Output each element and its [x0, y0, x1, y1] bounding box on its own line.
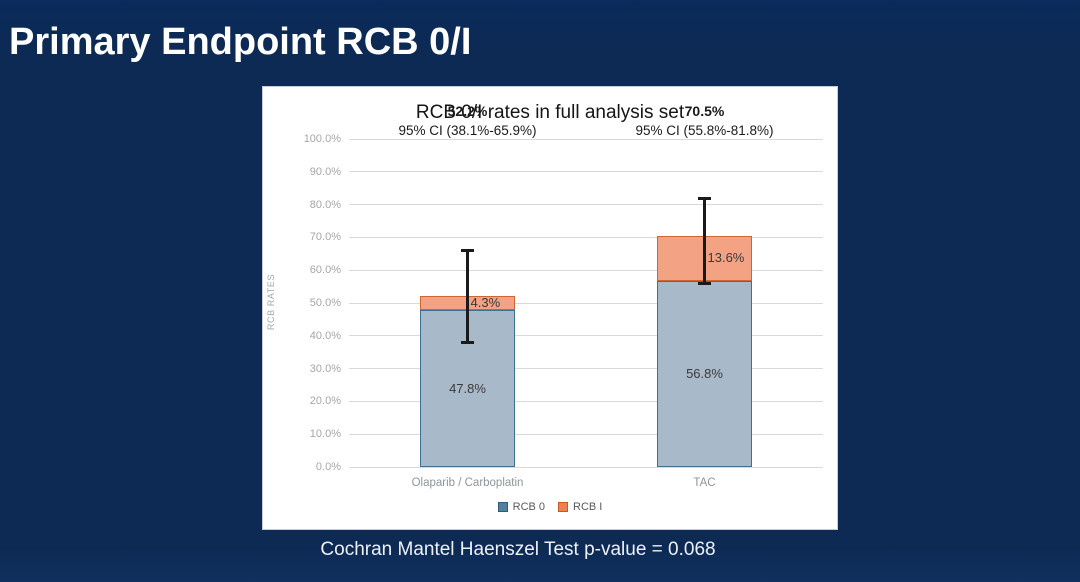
- bar-value-label: 56.8%: [686, 365, 723, 381]
- error-bar-cap: [461, 340, 474, 344]
- gridline: [349, 368, 823, 370]
- bar-value-label: 47.8%: [449, 380, 486, 396]
- x-category-label: TAC: [693, 477, 716, 489]
- legend-swatch: [497, 502, 508, 512]
- gridline: [349, 302, 823, 304]
- legend-swatch: [558, 502, 569, 512]
- slide-title: Primary Endpoint RCB 0/I: [9, 21, 472, 63]
- gridline: [349, 433, 823, 435]
- y-tick-label: 10.0%: [309, 428, 341, 441]
- plot-area: 0.0% 10.0% 20.0% 30.0% 40.0% 50.0% 60.0% 70.0% 8…: [304, 103, 823, 489]
- y-tick-label: 20.0%: [309, 395, 341, 408]
- x-category-label: Olaparib / Carboplatin: [411, 477, 524, 489]
- ci-annotation: 70.5% 95% CI (55.8%-81.8%): [585, 101, 825, 141]
- ci-annotation: 52.2% 95% CI (38.1%-65.9%): [348, 101, 588, 141]
- gridline: [349, 400, 823, 402]
- gridline: [349, 236, 823, 238]
- error-bar: [703, 198, 706, 284]
- legend-item-rcb-i: RCB I: [558, 501, 602, 513]
- bar-value-label: 4.3%: [470, 295, 501, 311]
- y-tick-label: 0.0%: [315, 461, 341, 473]
- confidence-interval-label: 95% CI (38.1%-65.9%): [398, 123, 537, 138]
- error-bar-cap: [461, 249, 474, 253]
- y-tick-label: 90.0%: [309, 165, 341, 178]
- y-tick-label: 80.0%: [309, 198, 341, 211]
- y-tick-label: 60.0%: [309, 264, 341, 277]
- p-value-caption: Cochran Mantel Haenszel Test p-value = 0…: [320, 539, 716, 560]
- y-tick-label: 40.0%: [309, 329, 341, 342]
- gridline: [349, 466, 823, 468]
- error-bar-cap: [698, 282, 711, 286]
- y-tick-label: 50.0%: [309, 297, 341, 309]
- gridline: [349, 335, 823, 337]
- gridline: [349, 269, 823, 271]
- legend-label: RCB I: [573, 501, 603, 513]
- confidence-interval-label: 95% CI (55.8%-81.8%): [635, 123, 774, 138]
- chart-title: RCB 0/I rates in full analysis set: [415, 102, 685, 123]
- gridline: [349, 204, 823, 206]
- y-tick-label: 100.0%: [303, 133, 341, 145]
- bar-value-label: 13.6%: [707, 250, 745, 266]
- chart-legend: RCB 0 RCB I: [263, 501, 837, 513]
- error-bar: [466, 250, 469, 343]
- legend-item-rcb-0: RCB 0: [497, 501, 546, 513]
- total-percent-label: 52.2%: [447, 103, 488, 119]
- legend-label: RCB 0: [512, 501, 546, 513]
- total-percent-label: 70.5%: [684, 103, 725, 119]
- gridline: [349, 138, 823, 140]
- error-bar-cap: [698, 197, 711, 201]
- gridline: [349, 171, 823, 173]
- y-tick-label: 30.0%: [309, 362, 341, 375]
- chart-panel: RCB 0/I rates in full analysis set RCB R…: [262, 86, 838, 530]
- y-tick-label: 70.0%: [309, 231, 341, 244]
- bar-segment-rcb-0: [657, 280, 752, 467]
